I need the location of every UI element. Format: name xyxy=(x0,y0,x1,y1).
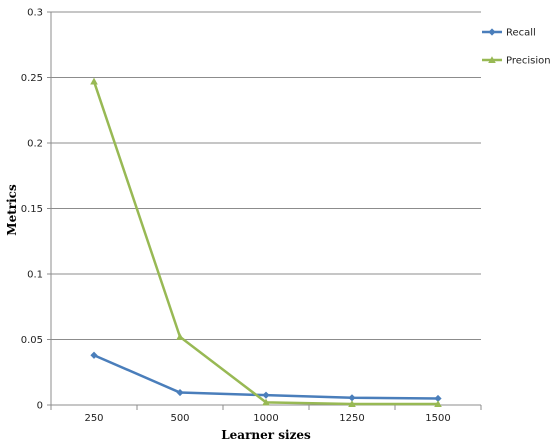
y-axis-title: Metrics xyxy=(5,184,19,236)
recall-point xyxy=(348,394,356,402)
y-tick-label: 0.2 xyxy=(27,139,43,150)
legend: Recall Precision xyxy=(482,28,550,67)
precision-point xyxy=(434,400,442,407)
y-tick-label: 0.1 xyxy=(27,270,43,281)
recall-point xyxy=(262,391,270,399)
recall-point xyxy=(434,394,442,403)
recall-point xyxy=(176,388,184,397)
x-tick-label: 1500 xyxy=(425,413,450,424)
legend-recall-label: Recall xyxy=(506,28,536,39)
legend-recall-marker xyxy=(488,28,496,36)
y-tick-label: 0.25 xyxy=(21,73,43,84)
legend-precision-marker xyxy=(488,56,496,64)
precision-line xyxy=(92,81,438,406)
y-tick-label: 0.15 xyxy=(21,204,43,215)
grid-lines xyxy=(51,11,481,340)
y-tick-label: 0.3 xyxy=(27,8,43,19)
x-tick-label: 250 xyxy=(84,413,103,424)
recall-point xyxy=(90,351,98,359)
x-tick-label: 1250 xyxy=(339,413,364,424)
axes xyxy=(47,11,482,410)
precision-point xyxy=(262,398,270,406)
x-axis-title: Learner sizes xyxy=(221,428,311,442)
y-tick-label: 0 xyxy=(37,401,43,412)
precision-point xyxy=(90,77,98,85)
legend-precision-label: Precision xyxy=(506,56,550,67)
x-tick-labels: 250 500 1000 1250 1500 xyxy=(84,413,450,424)
x-tick-label: 1000 xyxy=(253,413,278,424)
series-group xyxy=(90,77,442,407)
precision-point xyxy=(176,333,184,340)
y-tick-labels: 0 0.05 0.1 0.15 0.2 0.25 0.3 xyxy=(21,8,43,412)
precision-point xyxy=(348,400,356,407)
y-tick-label: 0.05 xyxy=(21,335,43,346)
x-tick-label: 500 xyxy=(170,413,189,424)
